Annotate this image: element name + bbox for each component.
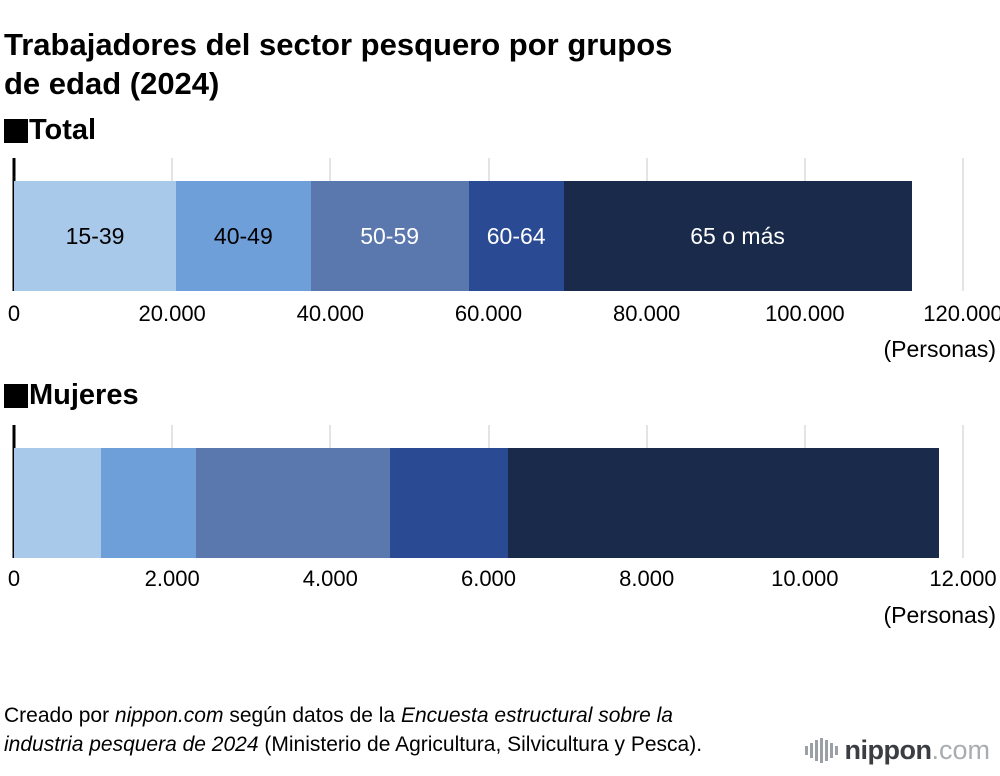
chart-title: Trabajadores del sector pesquero por gru…	[4, 26, 673, 102]
bar-segment-50-59	[195, 448, 390, 558]
mujeres-x-axis-ticks: 0 2.000 4.000 6.000 8.000 10.000 12.000	[8, 566, 997, 594]
bar-segment-15-39	[14, 448, 101, 558]
credit-text: (Ministerio de Agricultura, Silvicultura…	[258, 732, 703, 756]
logo-bar	[829, 743, 833, 758]
tick-label: 40.000	[296, 301, 364, 326]
bar-segment-65-o-más	[508, 448, 940, 558]
tick-label: 2.000	[144, 566, 200, 591]
mujeres-axis-unit-label: (Personas)	[883, 602, 996, 628]
tick-label: 120.000	[923, 301, 1000, 326]
gridline	[962, 425, 964, 558]
section-marker-square	[4, 383, 28, 408]
logo-bar	[814, 740, 818, 761]
total-axis-unit-label: (Personas)	[883, 336, 996, 362]
credit-survey-title-italic: Encuesta estructural sobre la industria …	[4, 704, 673, 756]
credit-text: según datos de la	[223, 704, 401, 727]
nippon-fan-icon	[804, 737, 838, 765]
mujeres-stacked-bar	[14, 448, 963, 558]
total-plot-area: 15-39 40-49 50-59 60-64 65 o más	[12, 158, 964, 291]
total-stacked-bar: 15-39 40-49 50-59 60-64 65 o más	[14, 181, 963, 291]
segment-label: 40-49	[213, 222, 273, 249]
tick-label: 10.000	[771, 566, 839, 591]
logo-bar	[804, 746, 808, 755]
logo-bar	[824, 740, 828, 761]
tick-label: 4.000	[302, 566, 358, 591]
segment-label: 60-64	[486, 222, 546, 249]
total-x-axis-ticks: 0 20.000 40.000 60.000 80.000 100.000 12…	[8, 301, 1000, 329]
section-label-mujeres: Mujeres	[29, 379, 139, 411]
mujeres-plot-area	[12, 425, 964, 558]
section-label-total: Total	[29, 114, 97, 146]
tick-label: 20.000	[138, 301, 206, 326]
tick-label: 8.000	[619, 566, 675, 591]
bar-segment-40-49: 40-49	[176, 181, 311, 291]
segment-label: 65 o más	[690, 222, 785, 249]
bar-segment-15-39: 15-39	[14, 181, 177, 291]
source-credit: Creado por nippon.com según datos de la …	[4, 702, 749, 760]
tick-label: 100.000	[765, 301, 845, 326]
tick-label: 0	[7, 566, 21, 591]
bar-segment-50-59: 50-59	[310, 181, 469, 291]
bar-segment-65-o-más: 65 o más	[563, 181, 912, 291]
credit-brand-italic: nippon.com	[114, 704, 224, 727]
tick-label: 0	[7, 301, 21, 326]
tick-label: 6.000	[460, 566, 517, 591]
tick-label: 12.000	[929, 566, 997, 591]
tick-label: 60.000	[454, 301, 523, 326]
bar-segment-40-49	[100, 448, 196, 558]
logo-brand-text: nippon	[844, 735, 932, 765]
section-header-total: Total	[4, 114, 96, 147]
logo-bar	[819, 738, 823, 763]
bar-segment-60-64: 60-64	[468, 181, 564, 291]
credit-text: Creado por	[4, 704, 115, 727]
nippon-com-logo: nippon .com	[804, 735, 990, 766]
section-marker-square	[4, 118, 28, 143]
segment-label: 50-59	[360, 222, 420, 249]
logo-suffix-text: .com	[931, 735, 990, 765]
tick-label: 80.000	[613, 301, 681, 326]
section-header-mujeres: Mujeres	[4, 379, 139, 412]
gridline	[962, 158, 964, 291]
segment-label: 15-39	[65, 222, 125, 249]
logo-bar	[809, 743, 813, 758]
logo-bar	[834, 746, 838, 755]
bar-segment-60-64	[389, 448, 509, 558]
